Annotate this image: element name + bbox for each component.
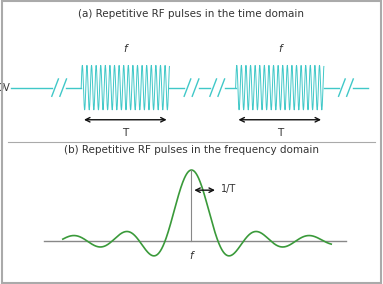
Text: (b) Repetitive RF pulses in the frequency domain: (b) Repetitive RF pulses in the frequenc…	[64, 145, 319, 155]
Text: T: T	[277, 128, 283, 138]
Text: 1/T: 1/T	[221, 184, 237, 194]
Text: T: T	[122, 128, 128, 138]
Text: f: f	[190, 250, 193, 261]
Text: f: f	[123, 44, 127, 54]
Text: 0V: 0V	[0, 83, 11, 93]
Text: f: f	[278, 44, 282, 54]
Text: (a) Repetitive RF pulses in the time domain: (a) Repetitive RF pulses in the time dom…	[79, 9, 304, 18]
